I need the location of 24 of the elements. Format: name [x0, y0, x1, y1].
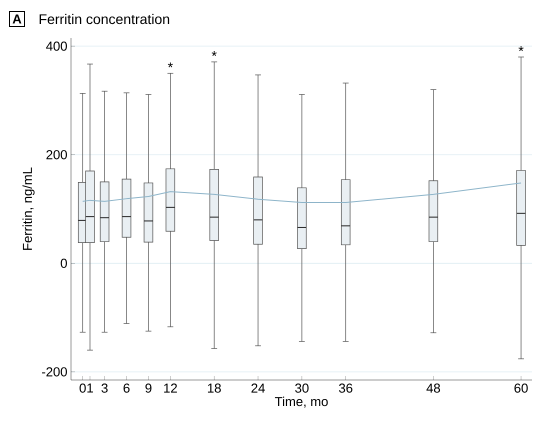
x-tick-label: 12 [164, 384, 177, 393]
x-tick-label: 1 [87, 384, 93, 392]
annotation: * [168, 62, 173, 68]
x-tick-label: 18 [208, 384, 221, 393]
x-tick-label: 0 [80, 384, 86, 393]
x-tick-label: 60 [514, 384, 528, 393]
y-tick-label: 400 [46, 42, 67, 51]
annotation: * [518, 46, 524, 52]
y-axis-title: Ferritin, ng/mL [22, 168, 35, 250]
y-tick-label: 200 [46, 150, 67, 160]
x-tick-label: 30 [295, 384, 309, 393]
x-tick-label: 48 [426, 384, 440, 393]
x-tick-label: 9 [145, 384, 152, 393]
chart-title: Ferritin concentration [40, 14, 170, 24]
x-tick-label: 3 [102, 384, 108, 393]
x-tick-label: 36 [338, 384, 352, 393]
text: A [12, 14, 22, 24]
x-axis-title: Time, mo [274, 396, 328, 408]
line-series [82, 182, 522, 203]
x-tick-label: 6 [124, 384, 130, 393]
x-tick-label: 24 [251, 384, 265, 393]
y-tick-label: 0 [60, 258, 67, 268]
annotation: * [212, 51, 217, 56]
y-tick-label: -200 [42, 367, 67, 376]
